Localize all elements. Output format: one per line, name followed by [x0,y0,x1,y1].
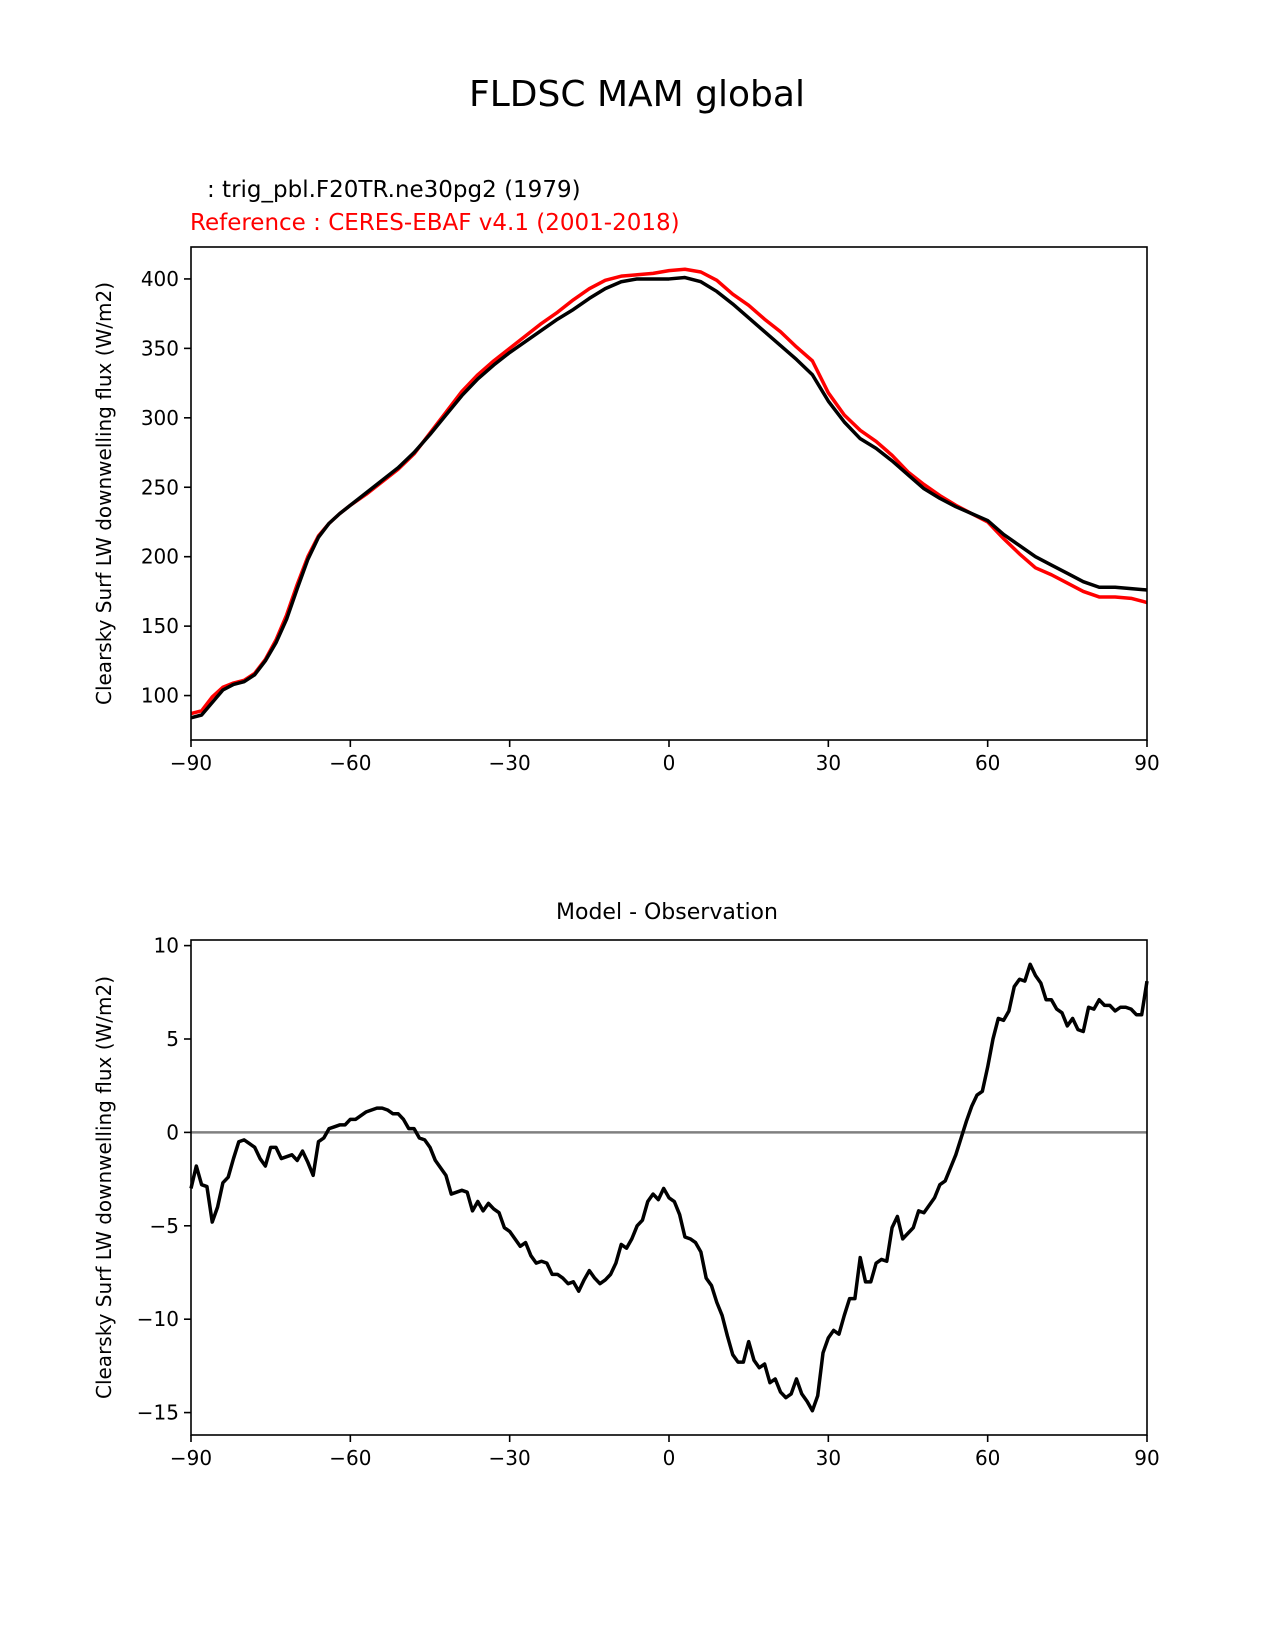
x-tick-label: 0 [663,1446,676,1470]
y-tick-label: 350 [141,336,179,360]
x-tick-label: 30 [816,751,841,775]
difference-series-line [189,962,1149,1413]
y-axis-label: Clearsky Surf LW downwelling flux (W/m2) [92,976,116,1399]
test-series-line [190,275,1148,720]
y-tick-label: 300 [141,406,179,430]
test-case-label: : trig_pbl.F20TR.ne30pg2 (1979) [207,177,581,203]
bottom-panel-title: Model - Observation [556,900,778,925]
y-tick-label: −10 [137,1307,179,1331]
y-axis-label: Clearsky Surf LW downwelling flux (W/m2) [92,282,116,705]
x-tick-label: 90 [1134,1446,1159,1470]
y-tick-label: 400 [141,267,179,291]
x-tick-label: 90 [1134,751,1159,775]
x-tick-label: 30 [816,1446,841,1470]
y-tick-label: 200 [141,545,179,569]
y-tick-label: 5 [166,1027,179,1051]
x-tick-label: −90 [170,1446,212,1470]
x-tick-label: 60 [975,751,1000,775]
y-tick-label: 10 [154,934,179,958]
x-tick-label: −30 [489,751,531,775]
x-tick-label: 0 [663,751,676,775]
top-panel-zonal-mean: −90 −60 −30 0 30 60 90 100 150 200 250 300 350 400 Cle… [92,246,1160,775]
x-tick-label: −60 [329,1446,371,1470]
x-tick-label: −60 [329,751,371,775]
x-tick-label: −30 [489,1446,531,1470]
y-tick-label: −15 [137,1401,179,1425]
y-tick-label: 100 [141,684,179,708]
x-tick-label: −90 [170,751,212,775]
x-tick-label: 60 [975,1446,1000,1470]
reference-case-label: Reference : CERES-EBAF v4.1 (2001-2018) [190,210,680,236]
figure-title: FLDSC MAM global [469,74,805,115]
y-tick-label: −5 [150,1214,179,1238]
bottom-panel-difference: −90 −60 −30 0 30 60 90 −15 −10 −5 0 5 10 Clearsky Sur… [92,934,1160,1470]
y-tick-label: 150 [141,614,179,638]
y-tick-label: 250 [141,475,179,499]
y-tick-label: 0 [166,1120,179,1144]
